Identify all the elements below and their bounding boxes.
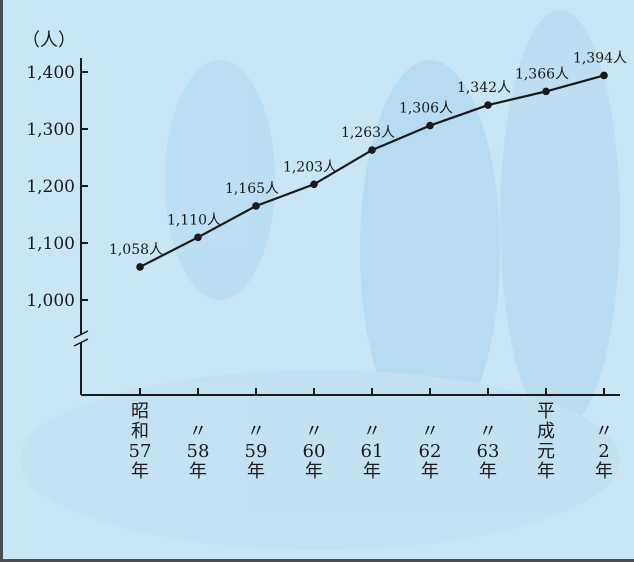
- data-point: [136, 263, 144, 271]
- frame-edge-left: [0, 0, 3, 562]
- y-axis: 1,000 1,100 1,200 1,300 1,400: [26, 58, 89, 395]
- data-label: 1,058人: [109, 242, 163, 258]
- data-label: 1,366人: [515, 66, 569, 82]
- y-tick-label: 1,300: [26, 120, 75, 140]
- x-axis: 昭和 57 年 〃 58 年 〃 59 年 〃 60 年 〃 61 年 〃 62 年 〃 63 年 平成元年 〃 2 年: [81, 388, 620, 482]
- x-tick-label: 〃 60 年: [303, 421, 326, 482]
- data-point: [426, 121, 434, 130]
- data-label: 1,394人: [573, 50, 627, 66]
- y-tick-label: 1,100: [26, 234, 75, 254]
- y-tick-label: 1,200: [26, 177, 75, 197]
- data-label: 1,110人: [167, 212, 221, 228]
- data-point: [310, 180, 318, 189]
- data-label: 1,263人: [341, 125, 395, 141]
- y-tick-label: 1,400: [26, 63, 75, 83]
- data-point: [252, 202, 260, 210]
- x-tick-label: 〃 2 年: [595, 421, 613, 482]
- data-label: 1,306人: [399, 101, 453, 117]
- x-tick-label: 〃 62 年: [419, 421, 442, 482]
- background-photo: [20, 10, 620, 550]
- x-tick-label: 〃 58 年: [187, 421, 210, 482]
- y-tick-label: 1,000: [26, 291, 75, 311]
- x-tick-label: 平成元年: [537, 401, 555, 482]
- y-unit-label: （人）: [22, 30, 76, 51]
- data-point: [542, 87, 550, 96]
- x-tick-label: 〃 61 年: [361, 421, 384, 482]
- data-point: [194, 233, 202, 242]
- data-label: 1,165人: [225, 181, 279, 197]
- x-tick-label: 〃 59 年: [245, 421, 268, 482]
- x-tick-label: 〃 63 年: [477, 421, 500, 482]
- data-point: [600, 71, 608, 80]
- data-label: 1,203人: [283, 159, 337, 175]
- data-point: [368, 146, 376, 154]
- data-point: [484, 101, 492, 109]
- frame-edge-bottom: [0, 559, 634, 562]
- data-label: 1,342人: [457, 80, 511, 96]
- x-tick-label: 昭和 57 年: [129, 401, 152, 482]
